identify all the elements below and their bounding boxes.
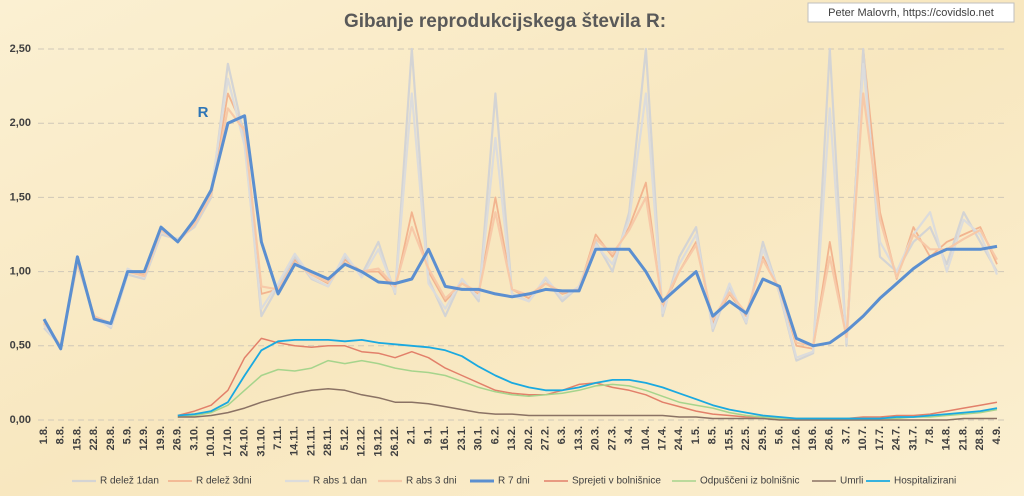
x-tick-label: 28.11. (322, 426, 334, 456)
x-tick-label: 20.2. (523, 426, 535, 450)
legend-label: R delež 3dni (196, 476, 252, 487)
x-tick-label: 31.10. (255, 426, 267, 457)
legend-label: Hospitalizirani (894, 476, 956, 487)
credit: Peter Malovrh, https://covidslo.net (828, 7, 994, 19)
x-tick-label: 19.9. (155, 426, 167, 450)
x-tick-label: 24.7. (891, 426, 903, 450)
x-tick-label: 7.8. (924, 426, 936, 444)
legend-label: R abs 3 dni (406, 476, 457, 487)
y-tick-label: 1,00 (10, 266, 31, 278)
x-tick-label: 15.8. (71, 426, 83, 450)
x-tick-label: 30.1. (473, 426, 485, 450)
x-tick-label: 23.1. (456, 426, 468, 450)
x-tick-label: 21.8. (957, 426, 969, 450)
series-line (177, 388, 997, 421)
legend-label: R 7 dni (498, 476, 530, 487)
series-line (42, 114, 998, 351)
y-tick-label: 2,50 (10, 43, 31, 55)
x-tick-label: 19.6. (807, 426, 819, 450)
y-tick-label: 2,00 (10, 117, 31, 129)
legend-label: Odpuščeni iz bolnišnic (700, 476, 800, 487)
y-tick-label: 0,00 (10, 414, 31, 426)
x-tick-label: 31.7. (907, 426, 919, 450)
x-tick-label: 13.2. (506, 426, 518, 450)
x-tick-label: 4.9. (991, 426, 1003, 444)
x-tick-label: 14.11. (289, 426, 301, 456)
x-tick-label: 27.3. (606, 426, 618, 450)
y-tick-label: 0,50 (10, 340, 31, 352)
x-tick-label: 6.2. (489, 426, 501, 444)
x-tick-label: 3.7. (840, 426, 852, 444)
x-tick-label: 29.5. (757, 426, 769, 450)
x-tick-label: 8.8. (55, 426, 67, 444)
x-tick-label: 12.6. (790, 426, 802, 450)
chart-title: Gibanje reprodukcijskega števila R: (344, 11, 666, 32)
x-tick-label: 10.7. (857, 426, 869, 450)
legend-label: R delež 1dan (100, 476, 159, 487)
x-tick-label: 17.10. (222, 426, 234, 457)
series-line (177, 339, 998, 420)
x-tick-label: 1.8. (38, 426, 50, 444)
x-tick-label: 22.5. (740, 426, 752, 450)
x-tick-label: 2.1. (406, 426, 418, 444)
x-tick-label: 12.9. (138, 426, 150, 450)
x-tick-label: 16.1. (439, 426, 451, 450)
x-tick-label: 24.10. (239, 426, 251, 457)
x-tick-label: 26.9. (172, 426, 184, 450)
x-tick-label: 26.12. (389, 426, 401, 457)
x-tick-label: 20.3. (590, 426, 602, 450)
y-tick-label: 1,50 (10, 191, 31, 203)
x-tick-label: 19.12. (372, 426, 384, 457)
x-tick-label: 27.2. (539, 426, 551, 450)
x-tick-label: 21.11. (305, 426, 317, 456)
x-tick-label: 17.4. (657, 426, 669, 450)
x-tick-label: 12.12. (356, 426, 368, 457)
x-tick-label: 8.5. (707, 426, 719, 444)
x-tick-label: 1.5. (690, 426, 702, 444)
x-tick-label: 7.11. (272, 426, 284, 450)
x-tick-label: 5.12. (339, 426, 351, 450)
x-tick-label: 10.10. (205, 426, 217, 457)
x-tick-label: 15.5. (723, 426, 735, 450)
x-tick-label: 5.6. (774, 426, 786, 444)
x-tick-label: 6.3. (556, 426, 568, 444)
x-tick-label: 3.4. (623, 426, 635, 444)
legend-label: Sprejeti v bolnišnice (572, 476, 661, 487)
x-tick-label: 5.9. (122, 426, 134, 444)
x-tick-label: 14.8. (941, 426, 953, 450)
credit-box (807, 2, 1015, 23)
x-tick-label: 13.3. (573, 426, 585, 450)
series-line (43, 92, 998, 347)
x-tick-label: 28.8. (974, 426, 986, 450)
x-tick-label: 10.4. (640, 426, 652, 450)
legend-label: Umrli (840, 476, 863, 487)
x-tick-label: 3.10. (188, 426, 200, 450)
x-tick-label: 17.7. (874, 426, 886, 450)
series-line (177, 337, 998, 420)
x-tick-label: 9.1. (422, 426, 434, 444)
x-tick-label: 26.6. (824, 426, 836, 450)
x-tick-label: 24.4. (673, 426, 685, 450)
x-tick-label: 29.8. (105, 426, 117, 450)
x-tick-label: 22.8. (88, 426, 100, 450)
annotation: R (198, 104, 209, 121)
legend-label: R abs 1 dan (313, 476, 367, 487)
